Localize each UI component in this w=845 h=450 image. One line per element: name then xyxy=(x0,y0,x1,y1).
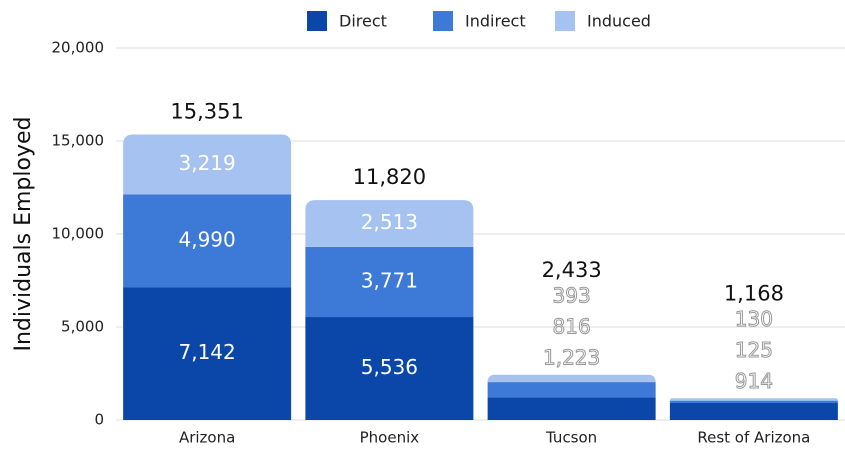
y-tick-label: 15,000 xyxy=(52,132,105,150)
data-label: 1,223 xyxy=(543,345,600,369)
bar-segment xyxy=(123,194,292,288)
bar-segment xyxy=(123,287,292,420)
bar-segment xyxy=(669,398,838,401)
data-label: 816 xyxy=(553,314,591,338)
legend-label: Direct xyxy=(339,12,387,31)
data-label: 130 xyxy=(735,307,773,331)
data-label: 7,142 xyxy=(178,340,235,364)
total-label: 1,168 xyxy=(724,281,784,305)
total-label: 2,433 xyxy=(542,258,602,282)
total-label: 11,820 xyxy=(353,165,426,189)
data-label: 914 xyxy=(735,369,773,393)
y-tick-label: 5,000 xyxy=(61,318,104,336)
x-tick-label: Phoenix xyxy=(360,429,420,447)
bar-segment xyxy=(669,400,838,403)
legend-swatch xyxy=(433,11,453,31)
data-label: 5,536 xyxy=(361,355,418,379)
bar-segment xyxy=(305,200,474,247)
bar-segment xyxy=(305,317,474,420)
x-tick-label: Tucson xyxy=(545,429,597,447)
data-label: 3,771 xyxy=(361,268,418,292)
data-label: 393 xyxy=(553,283,591,307)
x-tick-label: Rest of Arizona xyxy=(697,429,810,447)
legend-swatch xyxy=(307,11,327,31)
bar-segment xyxy=(487,382,656,398)
legend-label: Indirect xyxy=(465,12,526,31)
bar-segment xyxy=(669,402,838,420)
data-label: 2,513 xyxy=(361,210,418,234)
y-axis-title: Individuals Employed xyxy=(11,117,36,352)
bar-segment xyxy=(123,134,292,195)
y-tick-label: 20,000 xyxy=(52,39,105,57)
data-label: 4,990 xyxy=(178,227,235,251)
x-tick-label: Arizona xyxy=(179,429,235,447)
bar-segment xyxy=(487,374,656,383)
bar-segment xyxy=(305,246,474,318)
y-tick-label: 10,000 xyxy=(52,225,105,243)
legend-label: Induced xyxy=(587,12,651,31)
total-label: 15,351 xyxy=(170,99,243,123)
data-label: 3,219 xyxy=(178,151,235,175)
data-label: 125 xyxy=(735,338,773,362)
bar-segment xyxy=(487,397,656,420)
legend-swatch xyxy=(555,11,575,31)
y-tick-label: 0 xyxy=(94,411,104,429)
